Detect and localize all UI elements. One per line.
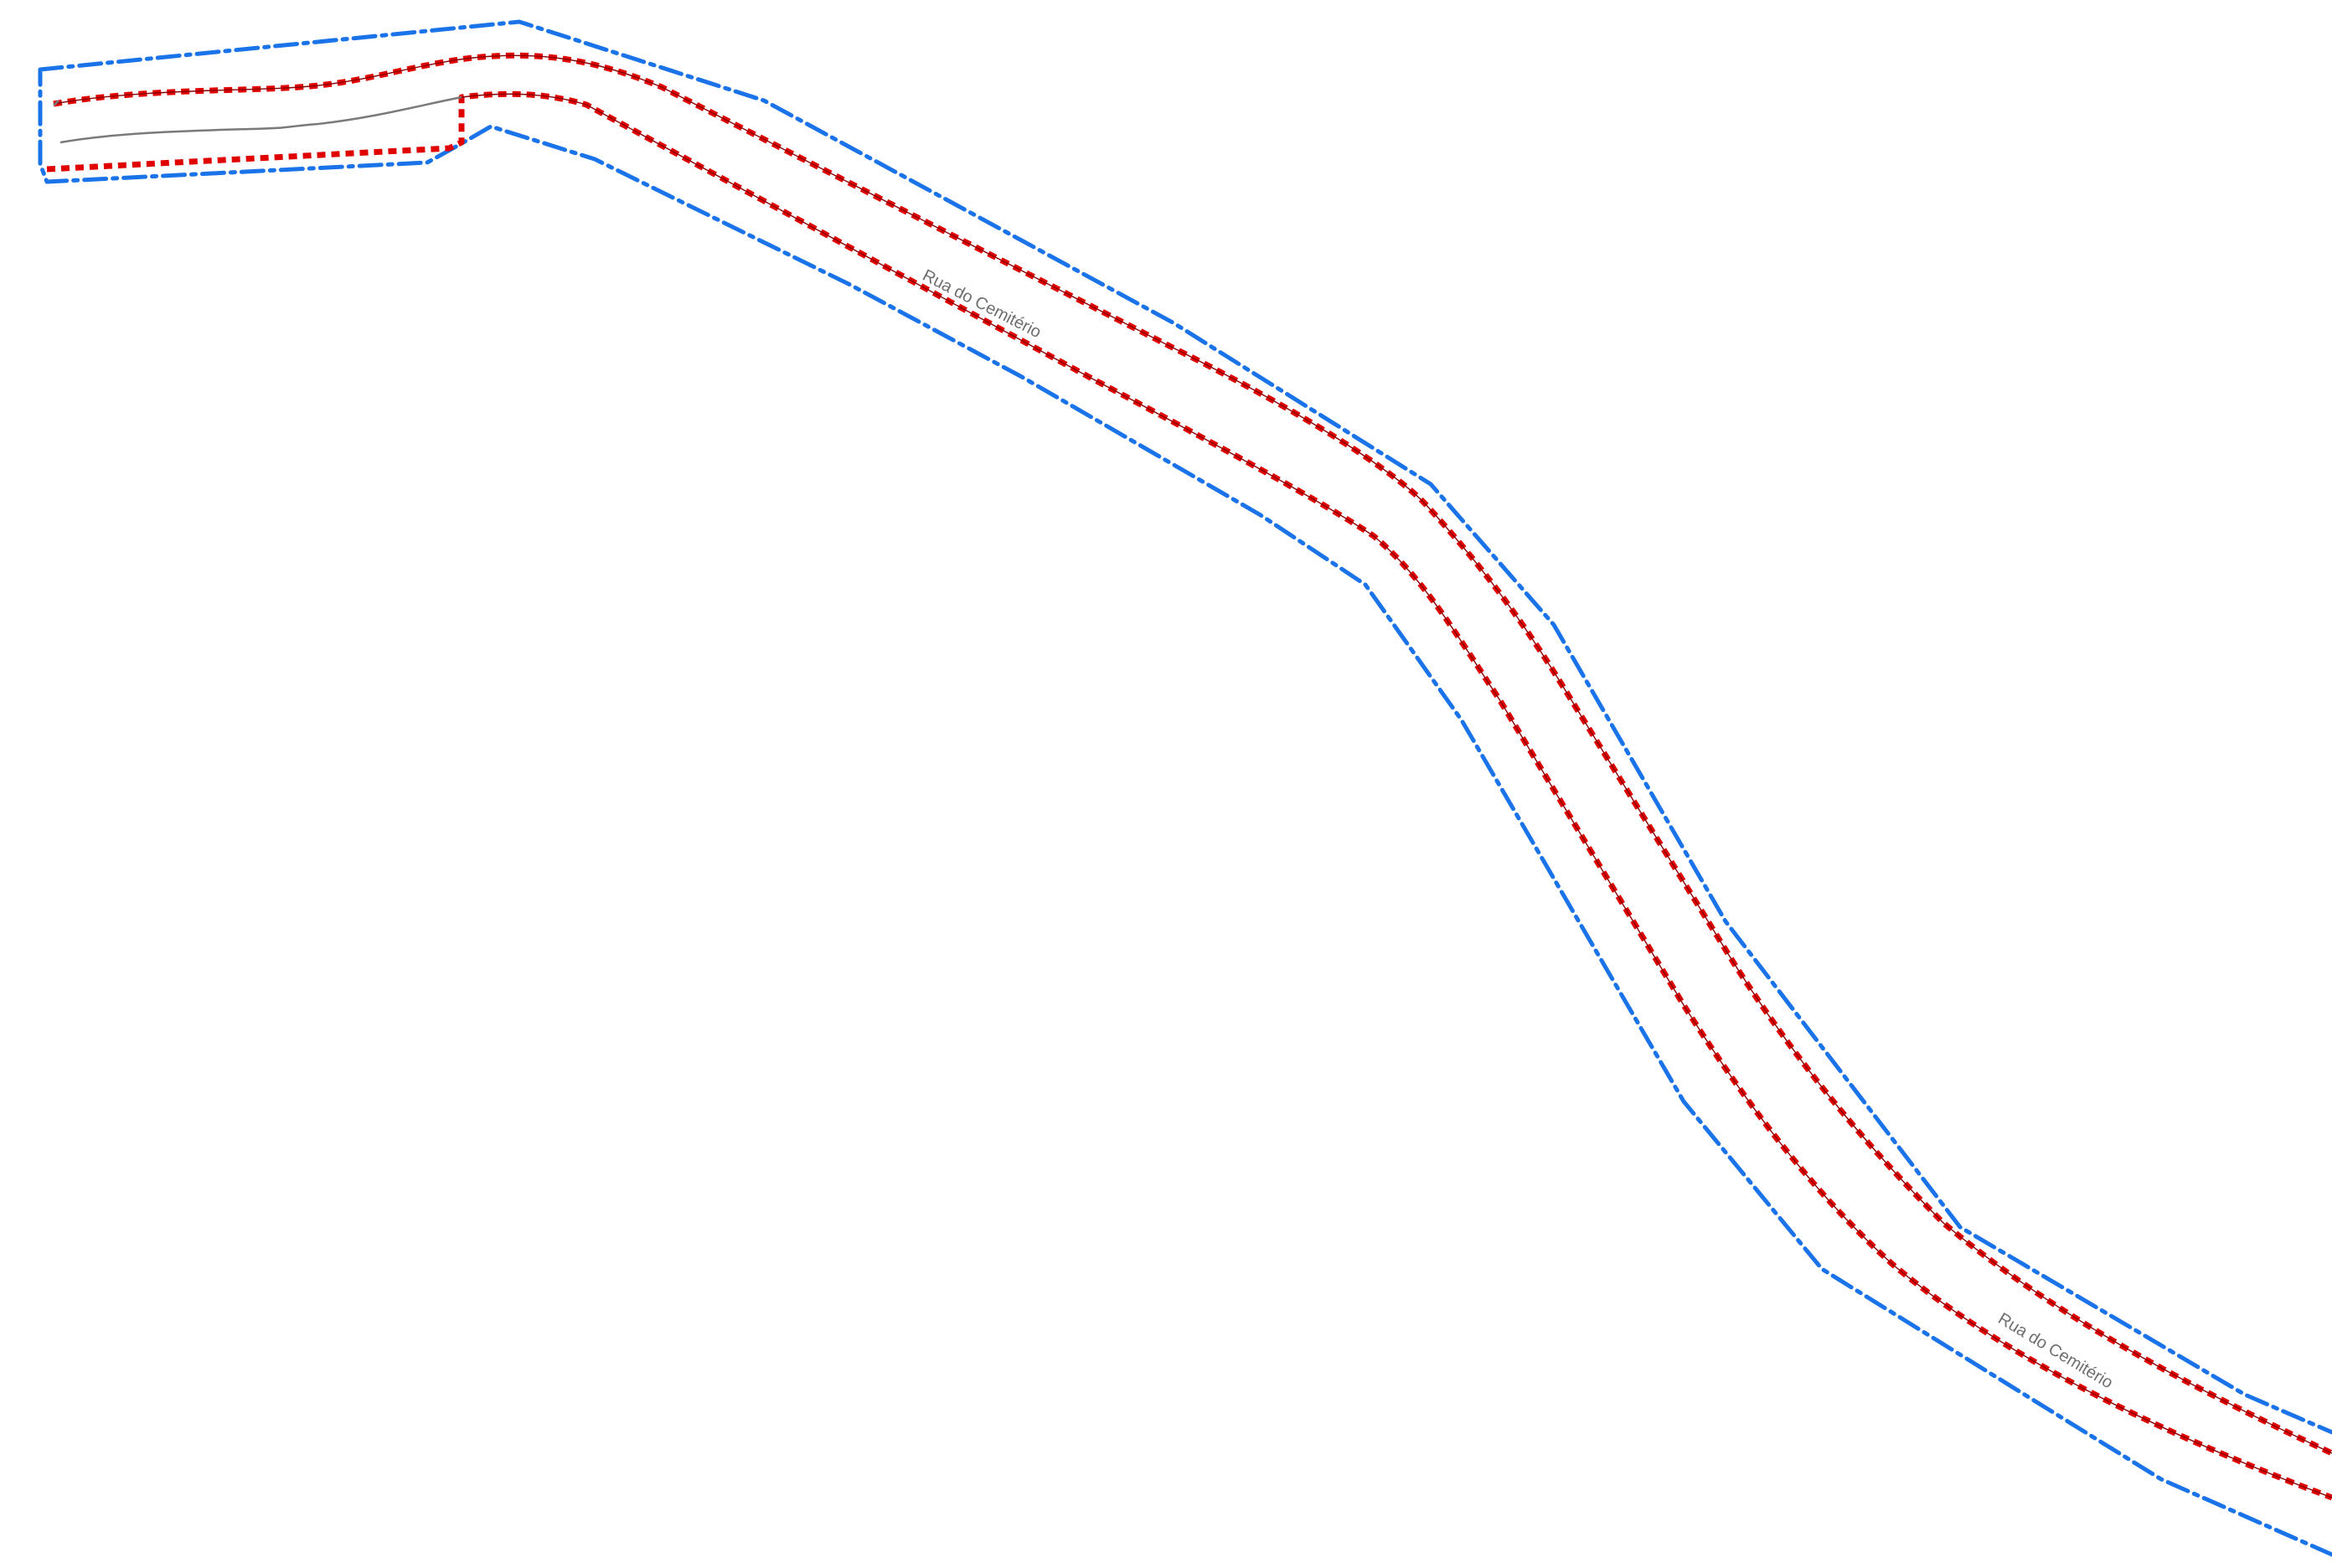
buffer-zone-outline	[38, 19, 2332, 1557]
street-label-lower: Rua do Cemitério	[1994, 1309, 2116, 1392]
road-edge-lower	[46, 90, 2332, 1501]
road-edge-upper-core	[53, 54, 2332, 1454]
road-stub	[53, 100, 59, 106]
road-edge-lower-core	[461, 93, 2332, 1498]
road-centerline	[59, 95, 462, 144]
